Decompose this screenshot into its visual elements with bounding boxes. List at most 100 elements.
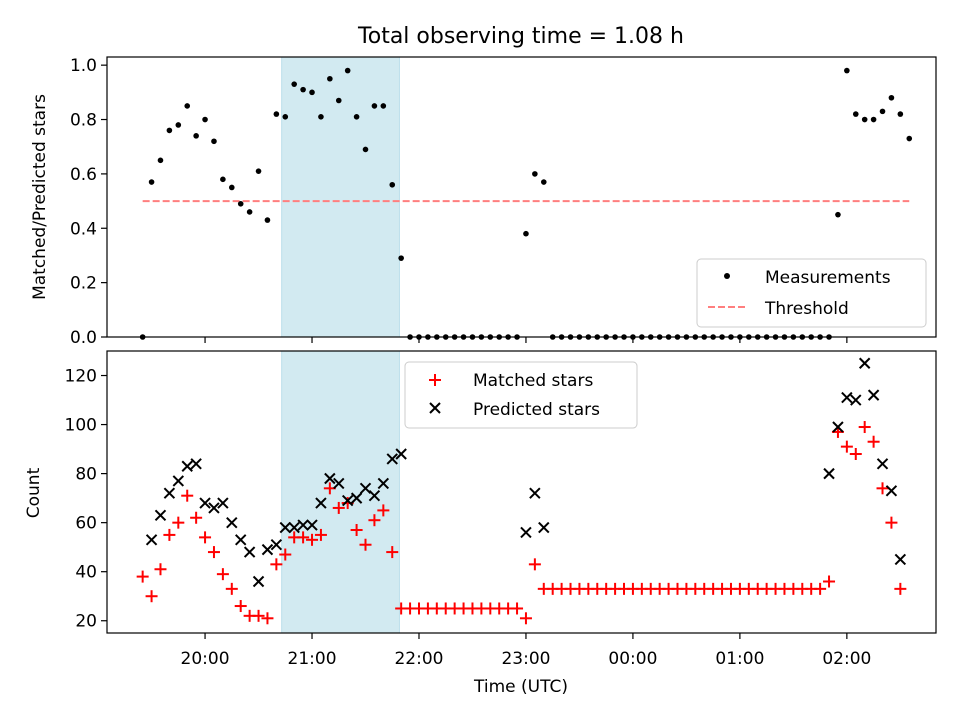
matched-star-point <box>172 516 185 529</box>
measurement-point <box>220 176 226 183</box>
predicted-star-point <box>243 546 256 558</box>
bottom-legend-box <box>404 361 638 429</box>
predicted-star-point <box>261 543 274 556</box>
legend-predicted-label: Predicted stars <box>473 400 600 420</box>
y-tick-label: 60 <box>75 514 97 534</box>
measurement-point <box>291 81 297 87</box>
predicted-star-point <box>368 489 381 502</box>
matched-star-point <box>297 531 310 544</box>
y-tick-label: 100 <box>65 416 97 436</box>
predicted-star-point <box>288 521 300 534</box>
matched-star-point <box>181 489 194 502</box>
matched-star-point <box>306 533 319 546</box>
measurement-point <box>870 116 877 123</box>
measurement-point <box>175 122 182 128</box>
predicted-star-point <box>217 497 229 509</box>
matched-star-point <box>386 546 399 559</box>
predicted-star-point <box>270 539 283 551</box>
predicted-star-point <box>350 492 363 504</box>
predicted-star-point <box>341 494 354 507</box>
measurement-point <box>897 111 904 117</box>
measurement-point <box>844 67 850 74</box>
measurement-point <box>327 75 333 82</box>
measurement-point <box>157 157 164 164</box>
measurement-point <box>906 135 913 142</box>
legend-predicted-swatch <box>429 402 441 414</box>
legend-matched-swatch <box>429 374 441 386</box>
predicted-star-point <box>858 357 871 369</box>
predicted-star-point <box>252 575 265 588</box>
x-tick-label: 21:00 <box>288 649 337 669</box>
measurement-point <box>335 97 342 104</box>
predicted-star-point <box>894 553 907 566</box>
bottom-plot-frame <box>106 350 937 634</box>
predicted-star-point <box>538 521 550 534</box>
predicted-star-point <box>823 467 835 480</box>
y-tick-label: 0.8 <box>70 111 97 131</box>
measurement-point <box>309 89 315 96</box>
legend-measurements-swatch <box>724 273 730 279</box>
predicted-star-point <box>377 477 390 490</box>
measurement-point <box>202 116 208 123</box>
matched-star-point <box>261 612 274 625</box>
top-plot-frame <box>106 56 937 338</box>
measurement-point <box>282 114 289 120</box>
matched-star-point <box>314 528 327 541</box>
predicted-star-point <box>297 519 309 531</box>
predicted-star-point <box>306 519 318 531</box>
measurement-point <box>300 86 306 93</box>
matched-star-point <box>145 590 158 603</box>
x-tick-label: 20:00 <box>181 649 230 669</box>
matched-star-point <box>225 582 238 595</box>
matched-star-point <box>885 516 898 529</box>
measurement-point <box>835 211 841 218</box>
measurement-point <box>389 181 396 188</box>
top-title: Total observing time = 1.08 h <box>357 24 684 49</box>
matched-star-point <box>368 514 381 527</box>
bottom-x-axis-label: Time (UTC) <box>473 677 568 697</box>
predicted-star-point <box>154 509 167 522</box>
legend-measurements-label: Measurements <box>765 268 891 288</box>
matched-star-point <box>858 421 871 434</box>
matched-star-point <box>519 612 532 625</box>
matched-star-point <box>252 609 265 622</box>
y-tick-label: 0.4 <box>70 219 97 239</box>
bottom-data-marks <box>136 357 907 625</box>
bottom-panel: 20 40 60 80 100 120 20:00 21:00 22:00 23:00 00:00… <box>24 350 937 697</box>
predicted-star-point <box>850 394 862 406</box>
y-tick-label: 0.0 <box>70 328 97 348</box>
predicted-star-point <box>279 521 291 534</box>
y-tick-label: 0.6 <box>70 165 97 185</box>
predicted-star-point <box>145 534 158 546</box>
legend-matched-label: Matched stars <box>473 371 593 391</box>
x-tick-label: 23:00 <box>501 649 550 669</box>
matched-star-point <box>154 563 167 576</box>
matched-star-point <box>332 501 345 514</box>
predicted-star-point <box>226 516 238 529</box>
measurement-point <box>861 116 868 123</box>
predicted-star-point <box>315 497 327 509</box>
measurement-point <box>879 108 886 115</box>
top-highlight-band <box>281 56 400 338</box>
matched-star-point <box>511 602 524 615</box>
bottom-x-ticks: 20:00 21:00 22:00 23:00 00:00 01:00 02:00 <box>181 633 871 669</box>
matched-star-point <box>814 582 827 595</box>
predicted-star-point <box>876 458 889 470</box>
x-tick-label: 22:00 <box>394 649 443 669</box>
measurement-point <box>540 179 547 185</box>
measurement-point <box>148 179 155 185</box>
matched-star-point <box>849 447 862 460</box>
bottom-legend: Matched stars Predicted stars <box>404 361 638 429</box>
predicted-star-point <box>520 526 532 539</box>
matched-star-point <box>876 482 889 495</box>
x-tick-label: 01:00 <box>715 649 764 669</box>
predicted-star-point <box>395 448 407 460</box>
matched-star-point <box>823 575 836 588</box>
y-tick-label: 20 <box>75 612 97 632</box>
matched-star-point <box>199 531 212 544</box>
bottom-y-axis-label: Count <box>24 467 44 518</box>
measurement-point <box>523 230 529 237</box>
top-panel: Total observing time = 1.08 h 0.00.20.40… <box>30 24 937 348</box>
matched-star-point <box>867 435 880 448</box>
top-legend-box <box>696 258 927 328</box>
